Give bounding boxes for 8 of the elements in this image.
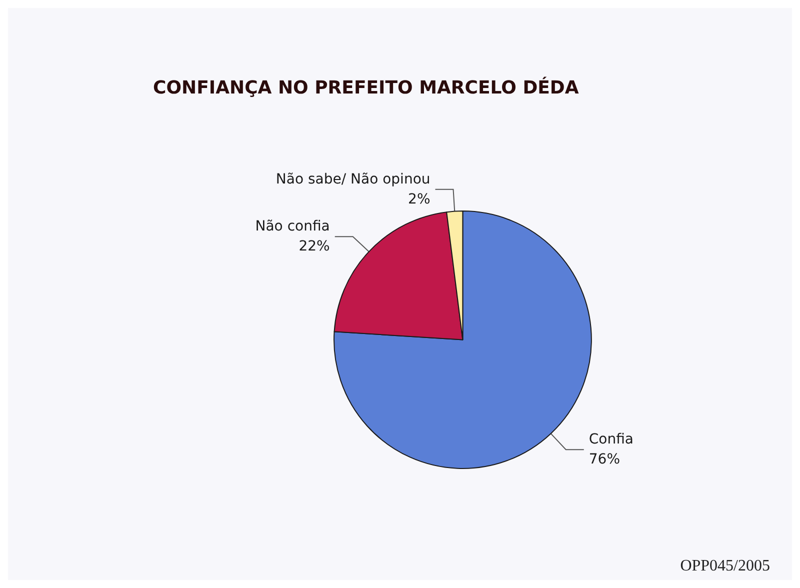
chart-title: CONFIANÇA NO PREFEITO MARCELO DÉDA [153, 76, 579, 98]
slice-label: Confia [588, 432, 634, 448]
data-label: 2% [408, 191, 430, 208]
slice-label: Não confia [255, 218, 330, 235]
data-label: 22% [298, 238, 330, 255]
text: OPP045/2005 [680, 558, 770, 574]
data-label: 76% [588, 452, 620, 468]
slice-label: Não sabe/ Não opinou [276, 171, 430, 188]
